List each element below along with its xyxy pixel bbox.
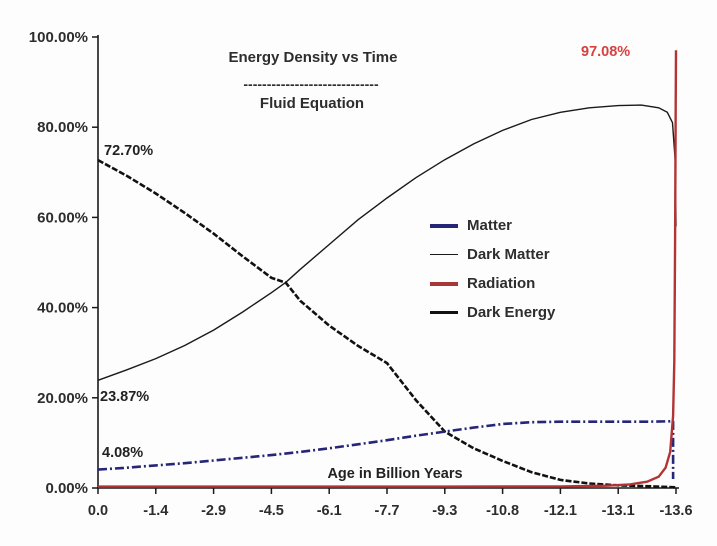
series-line-matter <box>97 419 675 479</box>
y-tick-label: 100.00% <box>29 29 88 46</box>
legend-label: Radiation <box>467 275 536 292</box>
legend-label: Matter <box>467 217 513 234</box>
chart-title: Energy Density vs Time <box>228 49 398 66</box>
legend-item-matter: Matter <box>430 211 555 240</box>
x-tick-label: -13.6 <box>659 503 692 519</box>
y-tick-label: 60.00% <box>37 209 88 226</box>
y-tick-label: 20.00% <box>37 390 88 407</box>
legend-label: Dark Energy <box>467 304 556 321</box>
data-label: 97.08% <box>581 44 631 60</box>
x-tick-label: -6.1 <box>317 503 342 519</box>
x-tick-label: -1.4 <box>143 503 168 519</box>
y-tick-label: 0.00% <box>45 480 88 497</box>
data-label: 72.70% <box>104 143 154 159</box>
y-tick-label: 40.00% <box>37 300 88 317</box>
x-axis-title: Age in Billion Years <box>327 466 463 482</box>
x-tick-label: 0.0 <box>88 503 108 519</box>
series-line-dark-energy <box>97 158 677 489</box>
x-tick-label: -2.9 <box>201 503 226 519</box>
legend-item-dark-matter: Dark Matter <box>430 240 555 269</box>
title-separator: ----------------------------- <box>243 76 379 92</box>
legend-line-swatch <box>430 311 458 314</box>
legend-item-radiation: Radiation <box>430 269 555 298</box>
legend-line-swatch <box>430 254 458 255</box>
x-tick-label: -10.8 <box>486 503 519 519</box>
x-tick-label: -7.7 <box>375 503 400 519</box>
series-line-radiation <box>98 50 678 488</box>
x-tick-label: -9.3 <box>432 503 457 519</box>
legend-label: Dark Matter <box>467 246 550 263</box>
x-tick-label: -12.1 <box>544 503 577 519</box>
data-label: 23.87% <box>100 389 150 405</box>
legend: Matter Dark Matter Radiation Dark Energy <box>430 211 555 327</box>
series-line-dark-matter <box>97 104 677 381</box>
legend-item-dark-energy: Dark Energy <box>430 298 555 327</box>
legend-line-swatch <box>430 281 458 286</box>
y-tick-label: 80.00% <box>37 119 88 136</box>
data-label: 4.08% <box>102 445 144 461</box>
x-tick-label: -13.1 <box>602 503 635 519</box>
chart-subtitle: Fluid Equation <box>259 95 365 112</box>
x-tick-label: -4.5 <box>259 503 284 519</box>
legend-line-swatch <box>430 223 458 228</box>
